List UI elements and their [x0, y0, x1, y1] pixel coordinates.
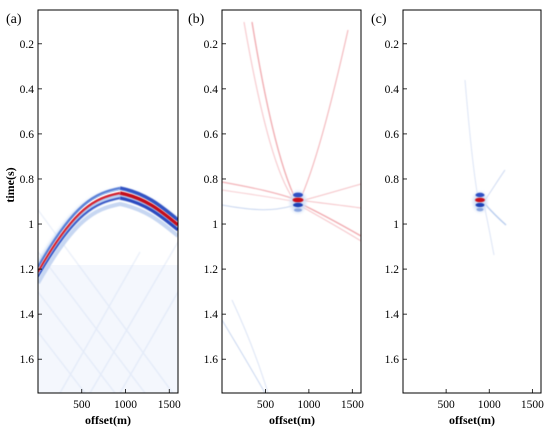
- x-tick-label: 1500: [158, 399, 181, 411]
- y-tick-label: 1: [393, 219, 399, 231]
- y-tick-label: 0.2: [20, 39, 35, 51]
- x-tick-label: 1500: [341, 399, 364, 411]
- y-ticks-a: 0.2 0.4 0.6 0.8 1 1.2 1.4 1.6: [20, 39, 42, 366]
- x-ticks-b: 500 1000 1500: [257, 389, 364, 411]
- panel-label-c: (c): [371, 12, 387, 27]
- y-tick-label: 1.6: [20, 354, 35, 366]
- y-tick-label: 1: [28, 219, 34, 231]
- y-axis-label: time(s): [3, 167, 17, 202]
- panel-label-b: (b): [188, 12, 205, 27]
- panel-c: (c) 0.2 0.4 0.6 0.8 1 1.2 1.4 1.6 500 1000 1500 o…: [371, 9, 544, 427]
- x-ticks-a: 500 1000 1500: [73, 389, 181, 411]
- y-ticks-c: 0.2 0.4 0.6 0.8 1 1.2 1.4 1.6: [385, 39, 407, 366]
- y-tick-label: 1: [212, 219, 218, 231]
- y-tick-label: 0.6: [385, 129, 400, 141]
- y-tick-label: 1.6: [204, 354, 219, 366]
- plot-frame-c: [402, 9, 542, 394]
- y-tick-label: 0.4: [20, 84, 35, 96]
- y-tick-label: 0.6: [20, 129, 35, 141]
- y-tick-label: 1.2: [20, 264, 35, 276]
- seismic-image-c: [403, 10, 541, 393]
- y-tick-label: 1.6: [385, 354, 400, 366]
- y-tick-label: 1.2: [385, 264, 400, 276]
- seismic-image-a: [38, 10, 178, 393]
- panel-a: (a) time(s): [3, 9, 181, 427]
- x-axis-label-c: offset(m): [449, 413, 495, 427]
- panel-label-a: (a): [6, 12, 22, 27]
- seismic-image-b: [222, 10, 361, 393]
- plot-frame-a: [37, 9, 179, 394]
- y-tick-label: 1.4: [385, 309, 400, 321]
- plot-frame-b: [221, 9, 362, 394]
- x-tick-label: 1000: [297, 399, 320, 411]
- y-tick-label: 0.4: [204, 84, 219, 96]
- y-tick-label: 0.8: [204, 174, 219, 186]
- y-tick-label: 0.6: [204, 129, 219, 141]
- x-axis-label-a: offset(m): [85, 413, 131, 427]
- x-ticks-c: 500 1000 1500: [438, 389, 544, 411]
- y-tick-label: 1.2: [204, 264, 219, 276]
- reflection-hyperbola: [38, 186, 178, 284]
- y-tick-label: 0.8: [20, 174, 35, 186]
- x-tick-label: 500: [257, 399, 275, 411]
- y-tick-label: 0.4: [385, 84, 400, 96]
- x-axis-label-b: offset(m): [269, 413, 315, 427]
- focused-event-b: [290, 191, 306, 213]
- y-ticks-b: 0.2 0.4 0.6 0.8 1 1.2 1.4 1.6: [204, 39, 226, 366]
- y-tick-label: 1.4: [204, 309, 219, 321]
- x-tick-label: 1000: [114, 399, 137, 411]
- y-tick-label: 0.2: [204, 39, 219, 51]
- y-tick-label: 0.2: [385, 39, 400, 51]
- x-tick-label: 500: [438, 399, 456, 411]
- x-tick-label: 1000: [478, 399, 501, 411]
- y-tick-label: 1.4: [20, 309, 35, 321]
- focused-event-c: [473, 192, 487, 212]
- x-tick-label: 500: [73, 399, 91, 411]
- panel-b: (b): [188, 9, 364, 427]
- y-tick-label: 0.8: [385, 174, 400, 186]
- x-tick-label: 1500: [521, 399, 544, 411]
